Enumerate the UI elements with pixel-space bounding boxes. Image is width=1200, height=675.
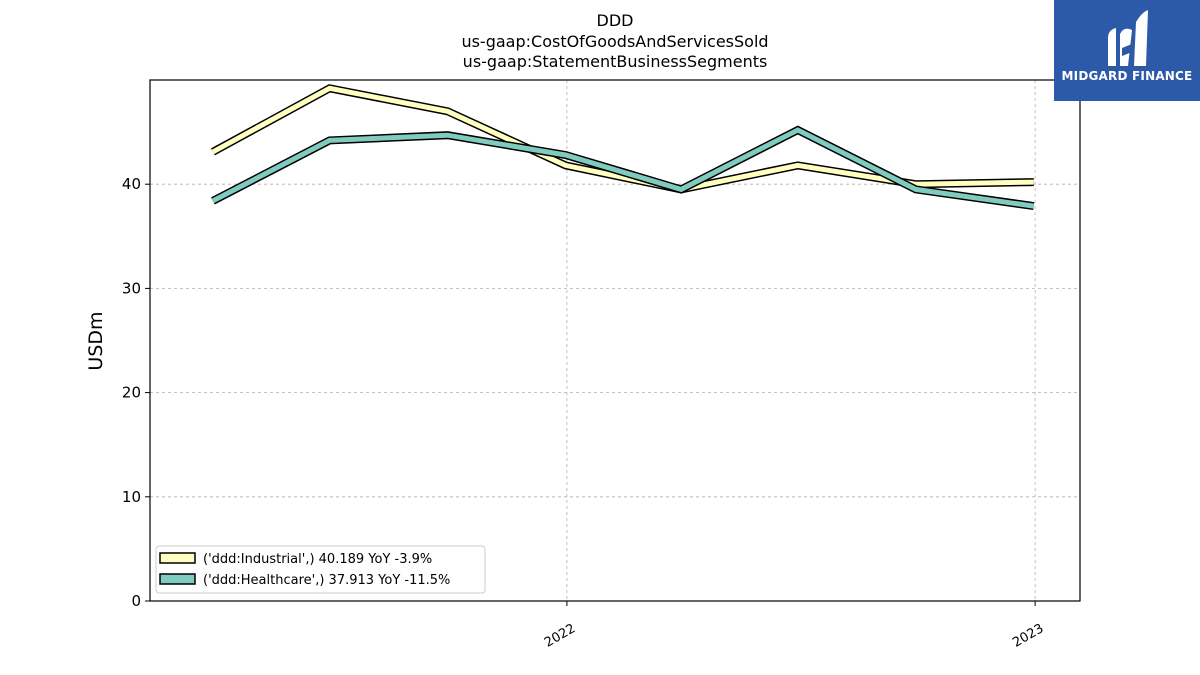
y-tick-label: 0: [131, 592, 141, 610]
y-tick-label: 30: [122, 279, 141, 297]
legend-entry-label: ('ddd:Healthcare',) 37.913 YoY -11.5%: [203, 573, 450, 588]
legend-box: [155, 545, 486, 594]
y-tick-label: 40: [122, 175, 141, 193]
chart-title-line-1: DDD: [596, 11, 634, 30]
x-tick-label: 2022: [542, 621, 578, 651]
chart-title-line-2: us-gaap:CostOfGoodsAndServicesSold: [461, 32, 769, 51]
midgard-logo-icon: [1108, 10, 1148, 67]
chart-title-line-3: us-gaap:StatementBusinessSegments: [462, 52, 768, 71]
series-layer: [210, 84, 1035, 211]
legend-entry-label: ('ddd:Industrial',) 40.189 YoY -3.9%: [203, 552, 432, 567]
midgard-logo: MIDGARD FINANCE: [1054, 0, 1200, 101]
y-axis: 0 10 20 30 40: [122, 175, 150, 610]
y-tick-label: 10: [122, 488, 141, 506]
series-line-fill: [211, 127, 1035, 209]
legend-swatch: [159, 573, 196, 585]
x-axis: 2022 2023: [542, 601, 1046, 651]
y-axis-label: USDm: [85, 311, 107, 370]
plot-frame: [149, 79, 1081, 602]
series-line-1: [211, 125, 1035, 211]
legend-swatch: [159, 552, 196, 564]
grid: [150, 80, 1080, 601]
y-tick-label: 20: [122, 384, 141, 402]
legend: ('ddd:Industrial',) 40.189 YoY -3.9% ('dd…: [155, 545, 486, 594]
x-tick-label: 2023: [1010, 621, 1046, 651]
logo-text: MIDGARD FINANCE: [1061, 69, 1193, 83]
